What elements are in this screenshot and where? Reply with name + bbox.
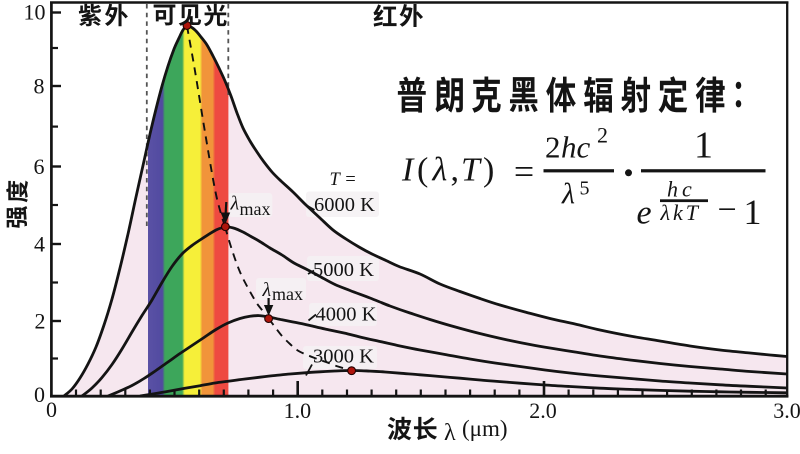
svg-text:e: e [637, 195, 652, 232]
svg-text:6000 K: 6000 K [314, 194, 375, 216]
svg-text:1: 1 [744, 192, 762, 232]
svg-text:,: , [451, 151, 460, 188]
svg-text:−: − [718, 192, 737, 229]
svg-text:T =: T = [330, 170, 357, 190]
svg-text:(μm): (μm) [462, 416, 508, 441]
svg-text:λ: λ [561, 178, 575, 211]
svg-text:8: 8 [34, 74, 45, 99]
svg-text:hc: hc [667, 177, 696, 202]
svg-text:6: 6 [34, 154, 45, 179]
svg-text:T: T [461, 151, 482, 188]
svg-text:max: max [240, 199, 271, 219]
svg-text:0: 0 [34, 382, 45, 407]
svg-text:3.0: 3.0 [773, 398, 800, 423]
svg-text:2.0: 2.0 [529, 398, 557, 423]
svg-text:10: 10 [24, 0, 46, 25]
svg-text:=: = [514, 152, 534, 192]
svg-text:hc: hc [561, 130, 591, 165]
svg-text:3000 K: 3000 K [313, 346, 374, 368]
svg-text:max: max [272, 284, 303, 304]
svg-text:(: ( [417, 151, 428, 188]
svg-text:5: 5 [580, 178, 590, 200]
svg-text:λ: λ [444, 420, 456, 446]
svg-text:): ) [483, 151, 494, 188]
svg-text:1: 1 [694, 125, 713, 167]
svg-text:λ: λ [262, 279, 272, 301]
svg-text:1.0: 1.0 [284, 398, 312, 423]
svg-text:4000 K: 4000 K [316, 304, 377, 326]
svg-text:λ: λ [432, 151, 448, 188]
svg-text:2: 2 [545, 130, 561, 165]
svg-text:λ: λ [230, 193, 240, 215]
svg-text:0: 0 [46, 397, 57, 422]
svg-text:2: 2 [597, 123, 608, 148]
svg-text:I: I [401, 151, 415, 188]
svg-text:4: 4 [34, 232, 45, 257]
svg-text:5000 K: 5000 K [313, 259, 374, 281]
svg-text:λkT: λkT [660, 200, 702, 225]
svg-text:2: 2 [35, 309, 46, 334]
